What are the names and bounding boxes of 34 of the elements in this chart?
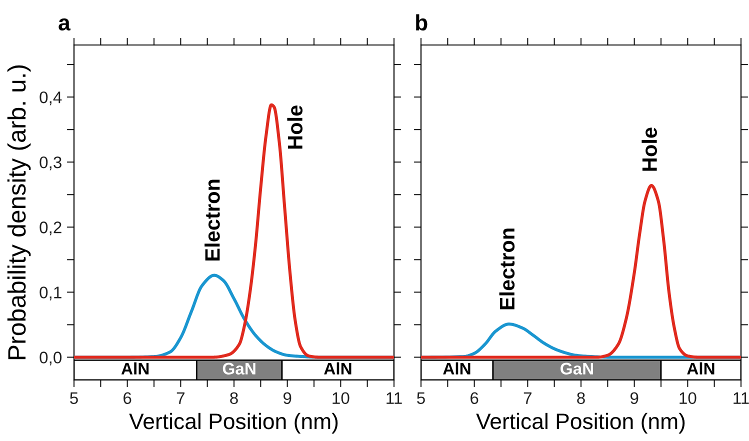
x-tick-label: 10 — [680, 392, 696, 404]
x-tick-label: 11 — [386, 392, 402, 404]
x-tick-label: 7 — [524, 392, 532, 404]
band-label: AlN — [687, 362, 714, 374]
x-tick-label: 8 — [577, 392, 585, 404]
y-tick-label: 0,1 — [40, 286, 62, 300]
x-tick-label: 9 — [283, 392, 292, 404]
band-label: GaN — [222, 362, 256, 375]
y-tick-label: 0,3 — [40, 156, 62, 170]
y-tick-label: 0,0 — [40, 352, 62, 366]
x-tick-label: 9 — [630, 392, 638, 404]
y-axis-title: Probability density (arb. u.) — [7, 65, 31, 360]
band-label: AlN — [121, 362, 149, 374]
x-axis-title: Vertical Position (nm) — [129, 412, 338, 434]
y-tick-label: 0,4 — [40, 91, 62, 106]
x-tick-label: 6 — [470, 392, 478, 404]
band-label: AlN — [443, 362, 470, 374]
x-tick-label: 5 — [417, 392, 425, 404]
band-label: AlN — [324, 362, 352, 374]
x-tick-label: 6 — [124, 392, 132, 404]
x-tick-label: 5 — [70, 392, 78, 404]
text: Hole — [642, 128, 657, 171]
x-tick-label: 8 — [230, 392, 238, 404]
text: Hole — [287, 106, 303, 149]
x-tick-label: 7 — [176, 392, 184, 404]
chart-title: b — [416, 14, 428, 31]
band-label: GaN — [560, 362, 594, 375]
text: Electron — [204, 180, 220, 260]
x-axis-title: Vertical Position (nm) — [476, 412, 685, 434]
chart-title: a — [58, 18, 70, 31]
x-tick-label: 10 — [332, 392, 350, 404]
y-tick-label: 0,2 — [40, 222, 62, 236]
text: Electron — [499, 228, 515, 310]
x-tick-label: 11 — [734, 392, 749, 404]
